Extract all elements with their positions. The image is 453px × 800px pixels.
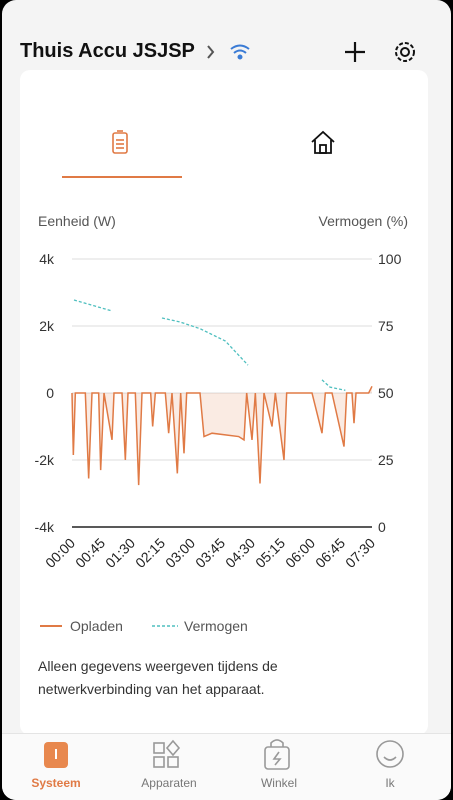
home-tab[interactable] (311, 130, 335, 154)
y2-tick-label: 25 (378, 452, 394, 468)
note: Alleen gegevens weergeven tijdens de net… (38, 658, 278, 697)
add-button[interactable] (345, 42, 365, 62)
nav-label[interactable]: Winkel (260, 776, 297, 790)
x-tick-label: 03:45 (192, 535, 228, 571)
wifi-icon (230, 44, 250, 60)
x-tick-label: 03:00 (162, 535, 198, 571)
x-tick-label: 07:30 (342, 535, 378, 571)
y-tick-label: 0 (46, 385, 54, 401)
series-line (71, 385, 373, 486)
nav-icons (44, 739, 404, 770)
y2-tick-label: 100 (378, 251, 402, 267)
y-tick-label: 2k (39, 318, 55, 334)
nav-label[interactable]: Systeem (31, 776, 81, 790)
device-title[interactable]: Thuis Accu JSJSP (20, 40, 195, 62)
y-tick-label: -4k (35, 519, 55, 535)
y2-axis-label: Vermogen (%) (319, 213, 408, 229)
x-tick-label: 06:00 (282, 535, 318, 571)
legend-label: Vermogen (184, 618, 248, 634)
nav-icon[interactable] (376, 740, 404, 768)
x-tick-label: 05:15 (252, 535, 288, 571)
y2-tick-label: 50 (378, 385, 394, 401)
chart-card (20, 70, 428, 735)
chevron[interactable] (207, 45, 215, 59)
battery-tab[interactable] (112, 130, 128, 154)
series-line (73, 299, 346, 391)
y2-tick-label: 75 (378, 318, 394, 334)
nav-icon[interactable] (264, 739, 290, 770)
area (72, 386, 372, 486)
y-tick-label: 4k (39, 251, 55, 267)
x-tick-label: 04:30 (222, 535, 258, 571)
x-tick-label: 06:45 (312, 535, 348, 571)
bottom-nav (2, 733, 451, 800)
legend-label: Opladen (70, 618, 123, 634)
y-axis-label: Eenheid (W) (38, 213, 116, 229)
x-tick-label: 01:30 (102, 535, 138, 571)
nav-icon[interactable] (153, 739, 181, 768)
y-tick-label: -2k (35, 452, 55, 468)
nav-icon[interactable] (44, 742, 68, 768)
nav-label[interactable]: Ik (385, 776, 395, 790)
x-tick-label: 00:00 (42, 535, 78, 571)
header-icons (207, 42, 415, 62)
nav-label[interactable]: Apparaten (141, 776, 197, 790)
y2-tick-label: 0 (378, 519, 386, 535)
x-tick-label: 00:45 (72, 535, 108, 571)
x-tick-label: 02:15 (132, 535, 168, 571)
settings-button[interactable] (395, 42, 415, 62)
